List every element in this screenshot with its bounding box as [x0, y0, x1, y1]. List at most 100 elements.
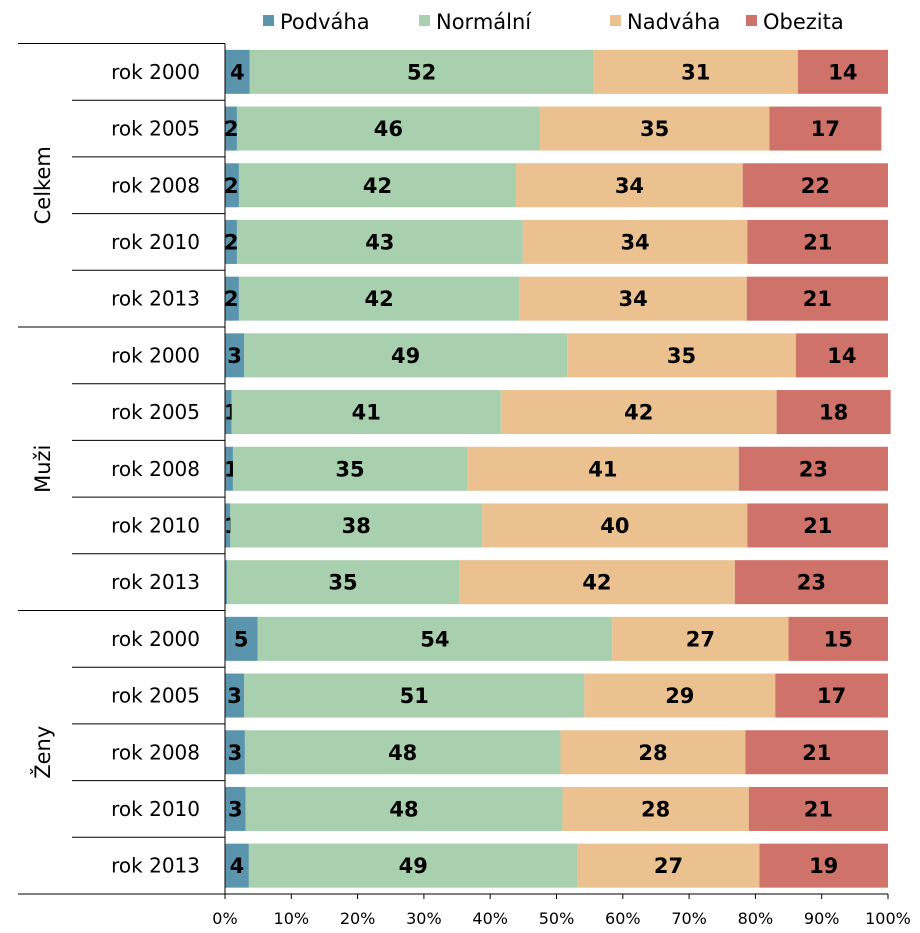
data-label: 35	[640, 117, 669, 141]
bar-segment	[244, 673, 585, 718]
data-label: 42	[624, 401, 653, 425]
bar-segment	[747, 503, 888, 548]
bar-segment	[225, 49, 250, 94]
data-label: 51	[400, 684, 429, 708]
data-label: 23	[799, 457, 828, 481]
group-label: Ženy	[30, 726, 55, 779]
row-label: rok 2010	[111, 513, 200, 537]
data-label: 4	[230, 60, 245, 84]
bar-segment	[539, 106, 770, 151]
x-tick-label: 60%	[605, 909, 641, 928]
x-tick-label: 0%	[212, 909, 237, 928]
bar-segment	[577, 843, 760, 888]
data-label: 27	[686, 627, 715, 651]
x-tick-label: 70%	[671, 909, 707, 928]
bar-segment	[249, 49, 594, 94]
data-label: 35	[328, 571, 357, 595]
row-label: rok 2010	[111, 230, 200, 254]
data-label: 52	[407, 60, 436, 84]
legend-label: Obezita	[763, 10, 844, 34]
data-label: 2	[224, 230, 239, 254]
bar-segment	[459, 560, 735, 605]
bar-segment	[230, 503, 483, 548]
data-label: 35	[667, 344, 696, 368]
row-label: rok 2010	[111, 797, 200, 821]
data-label: 31	[681, 60, 710, 84]
bar-segment	[225, 503, 231, 548]
bar-segment	[238, 276, 520, 321]
bar-segment	[238, 163, 517, 208]
data-label: 42	[363, 174, 392, 198]
x-tick-label: 40%	[472, 909, 508, 928]
data-label: 28	[641, 797, 670, 821]
bar-segment	[225, 390, 232, 435]
data-label: 29	[665, 684, 694, 708]
bars: 4 52 31 142 46 35 172 42 34 222 43 34 212 42 34 213 49 35…	[224, 49, 891, 888]
bar-segment	[797, 49, 888, 94]
bar-segment	[257, 616, 613, 661]
legend-swatch	[419, 15, 430, 26]
row-label: rok 2013	[111, 287, 200, 311]
data-label: 28	[638, 741, 667, 765]
data-label: 42	[365, 287, 394, 311]
data-label: 19	[809, 854, 838, 878]
bar-segment	[225, 730, 245, 775]
bar-segment	[225, 843, 249, 888]
row-label: rok 2008	[111, 173, 200, 197]
data-label: 38	[342, 514, 371, 538]
x-tick-label: 100%	[865, 909, 911, 928]
data-label: 3	[228, 797, 243, 821]
data-label: 3	[227, 684, 242, 708]
legend-swatch	[263, 15, 274, 26]
data-label: 2	[224, 117, 239, 141]
data-label: 49	[391, 344, 420, 368]
row-label: rok 2013	[111, 854, 200, 878]
bar-segment	[225, 276, 239, 321]
bar-segment	[769, 106, 882, 151]
data-label: 43	[365, 230, 394, 254]
legend-swatch	[746, 15, 757, 26]
data-label: 41	[588, 457, 617, 481]
bar-segment	[742, 163, 888, 208]
row-label: rok 2000	[111, 343, 200, 367]
bar-segment	[225, 616, 258, 661]
data-label: 2	[224, 287, 239, 311]
data-label: 23	[797, 571, 826, 595]
data-label: 34	[620, 230, 649, 254]
row-label: rok 2008	[111, 740, 200, 764]
bar-segment	[500, 390, 777, 435]
data-label: 27	[654, 854, 683, 878]
bar-segment	[244, 333, 568, 378]
data-label: 17	[811, 117, 840, 141]
bar-segment	[795, 333, 888, 378]
bar-segment	[738, 446, 888, 491]
bar-segment	[567, 333, 796, 378]
bar-segment	[776, 390, 891, 435]
data-label: 49	[399, 854, 428, 878]
legend-label: Podváha	[280, 10, 370, 34]
data-label: 5	[234, 627, 249, 651]
bar-segment	[788, 616, 888, 661]
data-label: 18	[819, 401, 848, 425]
data-label: 17	[817, 684, 846, 708]
bar-segment	[248, 843, 578, 888]
bar-segment	[225, 163, 239, 208]
data-label: 15	[824, 627, 853, 651]
bar-segment	[482, 503, 748, 548]
category-labels: rok 2000 rok 2005 rok 2008 rok 2010 rok 2013…	[30, 60, 200, 878]
data-label: 42	[582, 571, 611, 595]
x-tick-label: 10%	[274, 909, 310, 928]
bar-segment	[225, 560, 227, 605]
bar-segment	[748, 786, 888, 831]
data-label: 48	[388, 741, 417, 765]
bar-segment	[232, 446, 467, 491]
x-tick-label: 30%	[406, 909, 442, 928]
data-label: 21	[803, 287, 832, 311]
data-label: 48	[389, 797, 418, 821]
bar-segment	[745, 730, 888, 775]
bar-segment	[245, 786, 563, 831]
bar-segment	[612, 616, 789, 661]
data-label: 14	[828, 60, 857, 84]
data-label: 2	[224, 174, 239, 198]
bar-segment	[519, 276, 747, 321]
